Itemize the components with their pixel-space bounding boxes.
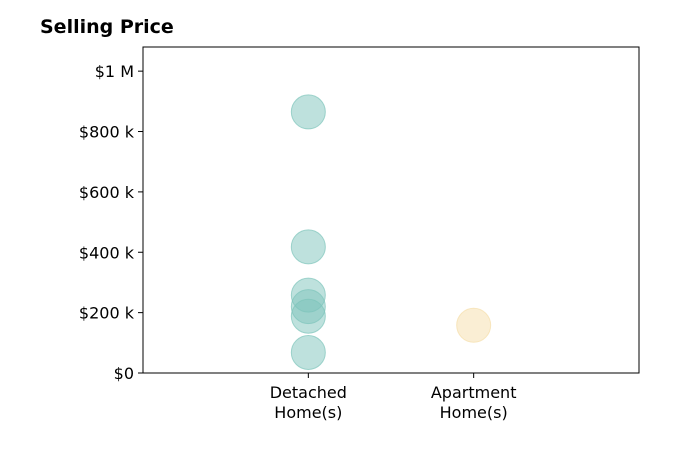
y-tick-label: $0 <box>114 364 134 383</box>
x-tick-label-line: Home(s) <box>440 403 508 422</box>
x-tick-label-line: Detached <box>270 383 347 402</box>
y-tick-label: $400 k <box>79 243 135 262</box>
y-tick-label: $200 k <box>79 304 135 323</box>
plot-frame <box>142 46 640 374</box>
data-point <box>290 298 326 334</box>
y-tick-label: $600 k <box>79 183 135 202</box>
x-tick-label: Detached Home(s) <box>270 383 347 422</box>
y-tick-label: $800 k <box>79 123 135 142</box>
x-tick-label: Apartment Home(s) <box>431 383 517 422</box>
x-tick-label-line: Apartment <box>431 383 517 402</box>
x-tick-label-line: Home(s) <box>274 403 342 422</box>
chart-title: Selling Price <box>40 16 174 38</box>
data-point <box>456 307 492 343</box>
data-point <box>290 334 326 370</box>
data-point <box>290 229 326 265</box>
data-point <box>290 94 326 130</box>
y-tick-label: $1 M <box>95 62 134 81</box>
